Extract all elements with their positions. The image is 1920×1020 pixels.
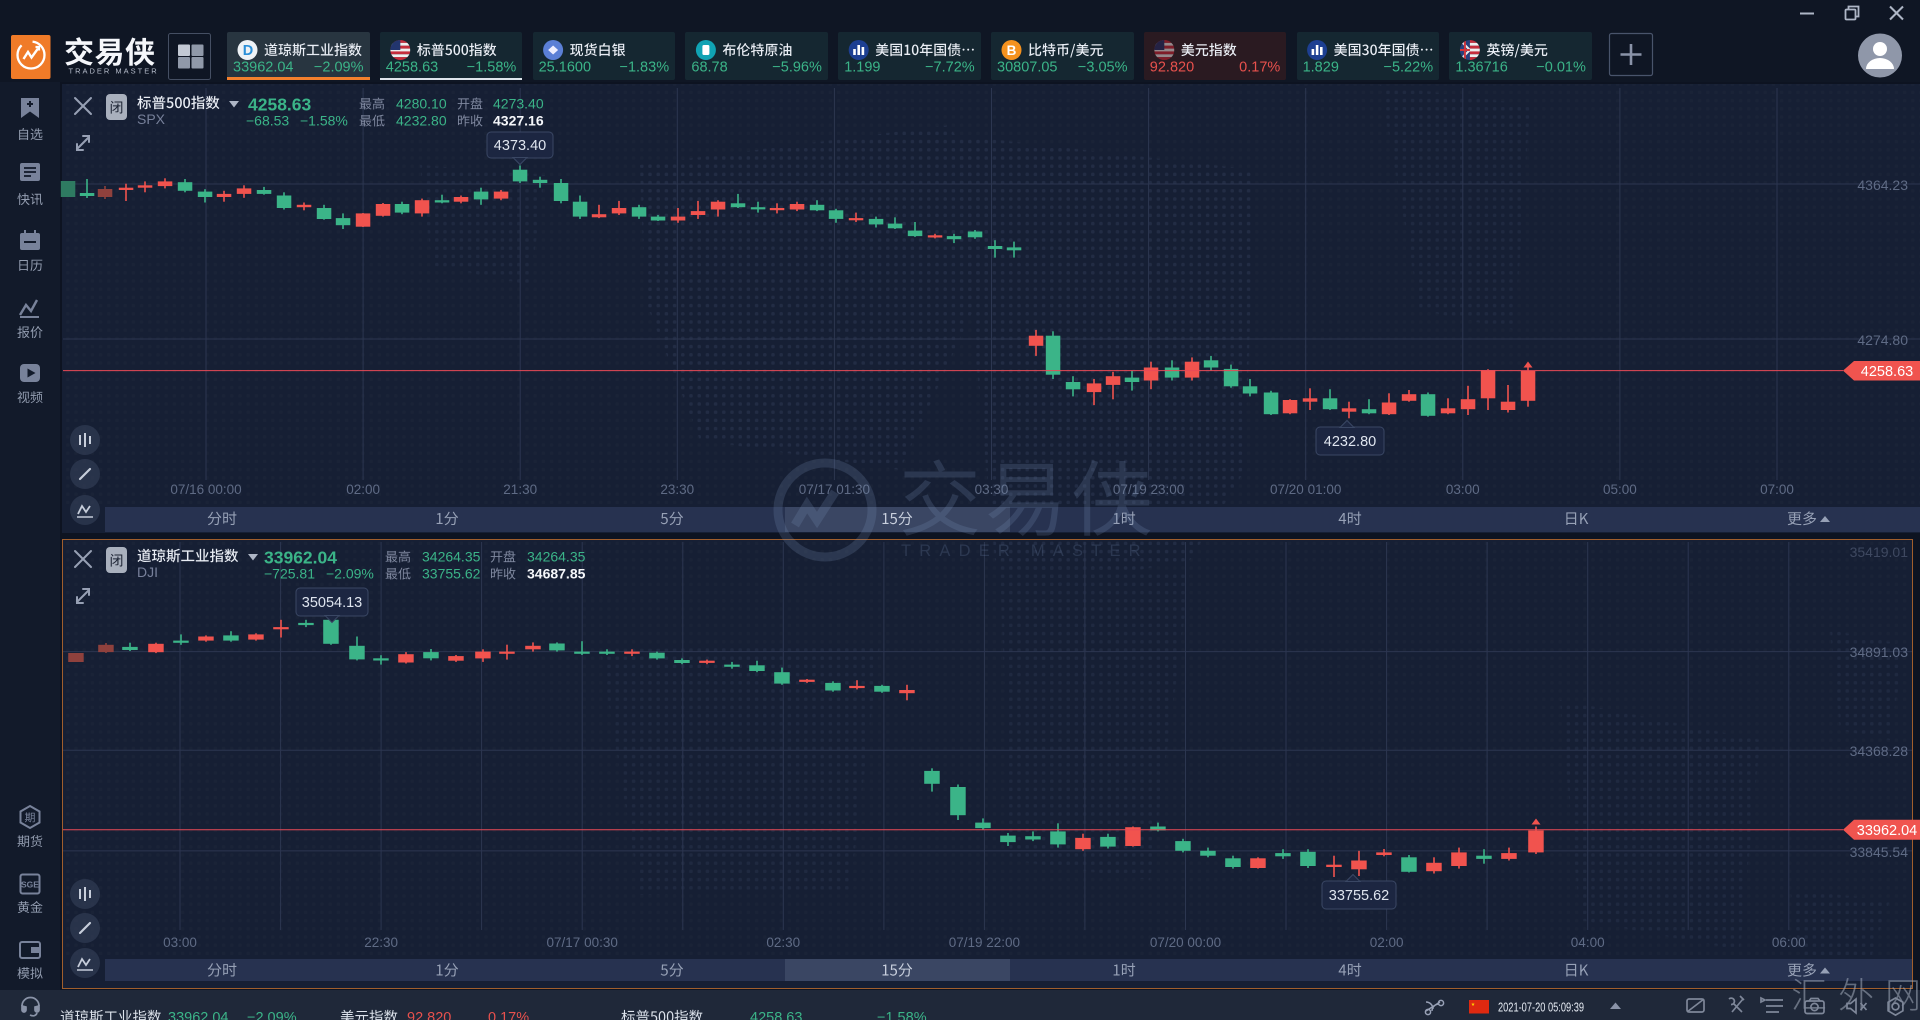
svg-text:04:00: 04:00	[1571, 935, 1605, 950]
svg-text:2021-07-20 05:09:39: 2021-07-20 05:09:39	[1498, 1000, 1584, 1015]
svg-text:SPX: SPX	[137, 111, 166, 127]
svg-text:−0.01%: −0.01%	[1536, 60, 1586, 76]
svg-text:06:00: 06:00	[1772, 935, 1806, 950]
svg-text:02:00: 02:00	[1370, 935, 1404, 950]
svg-text:0.17%: 0.17%	[1239, 60, 1280, 76]
svg-text:07/17 00:30: 07/17 00:30	[547, 935, 618, 950]
svg-text:4258.63: 4258.63	[386, 60, 438, 76]
svg-text:34368.28: 34368.28	[1850, 743, 1909, 759]
svg-text:4327.16: 4327.16	[493, 113, 544, 129]
svg-text:07/19 23:00: 07/19 23:00	[1113, 482, 1184, 497]
svg-text:34687.85: 34687.85	[527, 566, 586, 582]
svg-text:DJI: DJI	[137, 564, 158, 580]
svg-text:4232.80: 4232.80	[1324, 434, 1376, 450]
svg-text:−2.09%: −2.09%	[326, 566, 374, 582]
svg-text:33962.04: 33962.04	[233, 60, 293, 76]
svg-text:−1.58%: −1.58%	[467, 60, 517, 76]
svg-text:0.17%: 0.17%	[488, 1010, 529, 1020]
svg-text:34264.35: 34264.35	[422, 549, 481, 565]
svg-text:07/17 01:30: 07/17 01:30	[799, 482, 870, 497]
svg-text:33962.04: 33962.04	[168, 1010, 228, 1020]
svg-text:4258.63: 4258.63	[750, 1010, 802, 1020]
svg-text:−1.58%: −1.58%	[300, 113, 348, 129]
svg-text:−2.09%: −2.09%	[314, 60, 364, 76]
svg-text:03:00: 03:00	[163, 935, 197, 950]
svg-text:−1.58%: −1.58%	[877, 1010, 927, 1020]
svg-text:TRADER MASTER: TRADER MASTER	[901, 542, 1149, 560]
svg-text:92.820: 92.820	[407, 1010, 451, 1020]
svg-text:4373.40: 4373.40	[494, 138, 546, 154]
svg-text:D: D	[243, 43, 253, 59]
svg-text:1.829: 1.829	[1303, 60, 1339, 76]
svg-text:33845.54: 33845.54	[1850, 844, 1909, 860]
svg-text:4258.63: 4258.63	[1861, 364, 1913, 380]
svg-text:07/16 00:00: 07/16 00:00	[170, 482, 241, 497]
svg-text:1.36716: 1.36716	[1455, 60, 1507, 76]
svg-text:B: B	[1007, 43, 1017, 58]
svg-text:68.78: 68.78	[691, 60, 727, 76]
svg-text:−1.83%: −1.83%	[620, 60, 670, 76]
svg-text:4274.80: 4274.80	[1857, 332, 1908, 348]
svg-text:21:30: 21:30	[503, 482, 537, 497]
svg-text:33755.62: 33755.62	[422, 566, 481, 582]
svg-text:−7.72%: −7.72%	[925, 60, 975, 76]
svg-text:1.199: 1.199	[844, 60, 880, 76]
svg-text:−3.05%: −3.05%	[1078, 60, 1128, 76]
svg-text:34264.35: 34264.35	[527, 549, 586, 565]
svg-text:05:00: 05:00	[1603, 482, 1637, 497]
svg-text:33962.04: 33962.04	[1857, 823, 1917, 839]
svg-text:25.1600: 25.1600	[539, 60, 591, 76]
svg-text:23:30: 23:30	[660, 482, 694, 497]
svg-text:4273.40: 4273.40	[493, 96, 544, 112]
svg-text:−2.09%: −2.09%	[247, 1010, 297, 1020]
svg-text:92.820: 92.820	[1150, 60, 1194, 76]
svg-text:4364.23: 4364.23	[1857, 177, 1908, 193]
svg-text:30807.05: 30807.05	[997, 60, 1057, 76]
svg-text:TRADER MASTER: TRADER MASTER	[69, 67, 159, 76]
svg-text:4232.80: 4232.80	[396, 113, 447, 129]
svg-text:SGE: SGE	[21, 880, 39, 890]
svg-text:4258.63: 4258.63	[248, 95, 312, 115]
svg-text:07/19 22:00: 07/19 22:00	[949, 935, 1020, 950]
svg-text:4280.10: 4280.10	[396, 96, 447, 112]
svg-text:07/20 01:00: 07/20 01:00	[1270, 482, 1341, 497]
svg-text:07/20 00:00: 07/20 00:00	[1150, 935, 1221, 950]
svg-text:33755.62: 33755.62	[1329, 888, 1389, 904]
svg-text:−5.22%: −5.22%	[1384, 60, 1434, 76]
svg-text:22:30: 22:30	[364, 935, 398, 950]
svg-text:35419.01: 35419.01	[1850, 544, 1909, 560]
svg-text:−68.53: −68.53	[246, 113, 289, 129]
svg-text:03:30: 03:30	[975, 482, 1009, 497]
svg-text:07:00: 07:00	[1760, 482, 1794, 497]
svg-text:33962.04: 33962.04	[264, 548, 337, 568]
svg-text:34891.03: 34891.03	[1850, 644, 1909, 660]
svg-text:−725.81: −725.81	[264, 566, 315, 582]
svg-text:−5.96%: −5.96%	[772, 60, 822, 76]
svg-text:35054.13: 35054.13	[302, 595, 362, 611]
svg-text:02:00: 02:00	[346, 482, 380, 497]
svg-text:02:30: 02:30	[766, 935, 800, 950]
svg-text:03:00: 03:00	[1446, 482, 1480, 497]
